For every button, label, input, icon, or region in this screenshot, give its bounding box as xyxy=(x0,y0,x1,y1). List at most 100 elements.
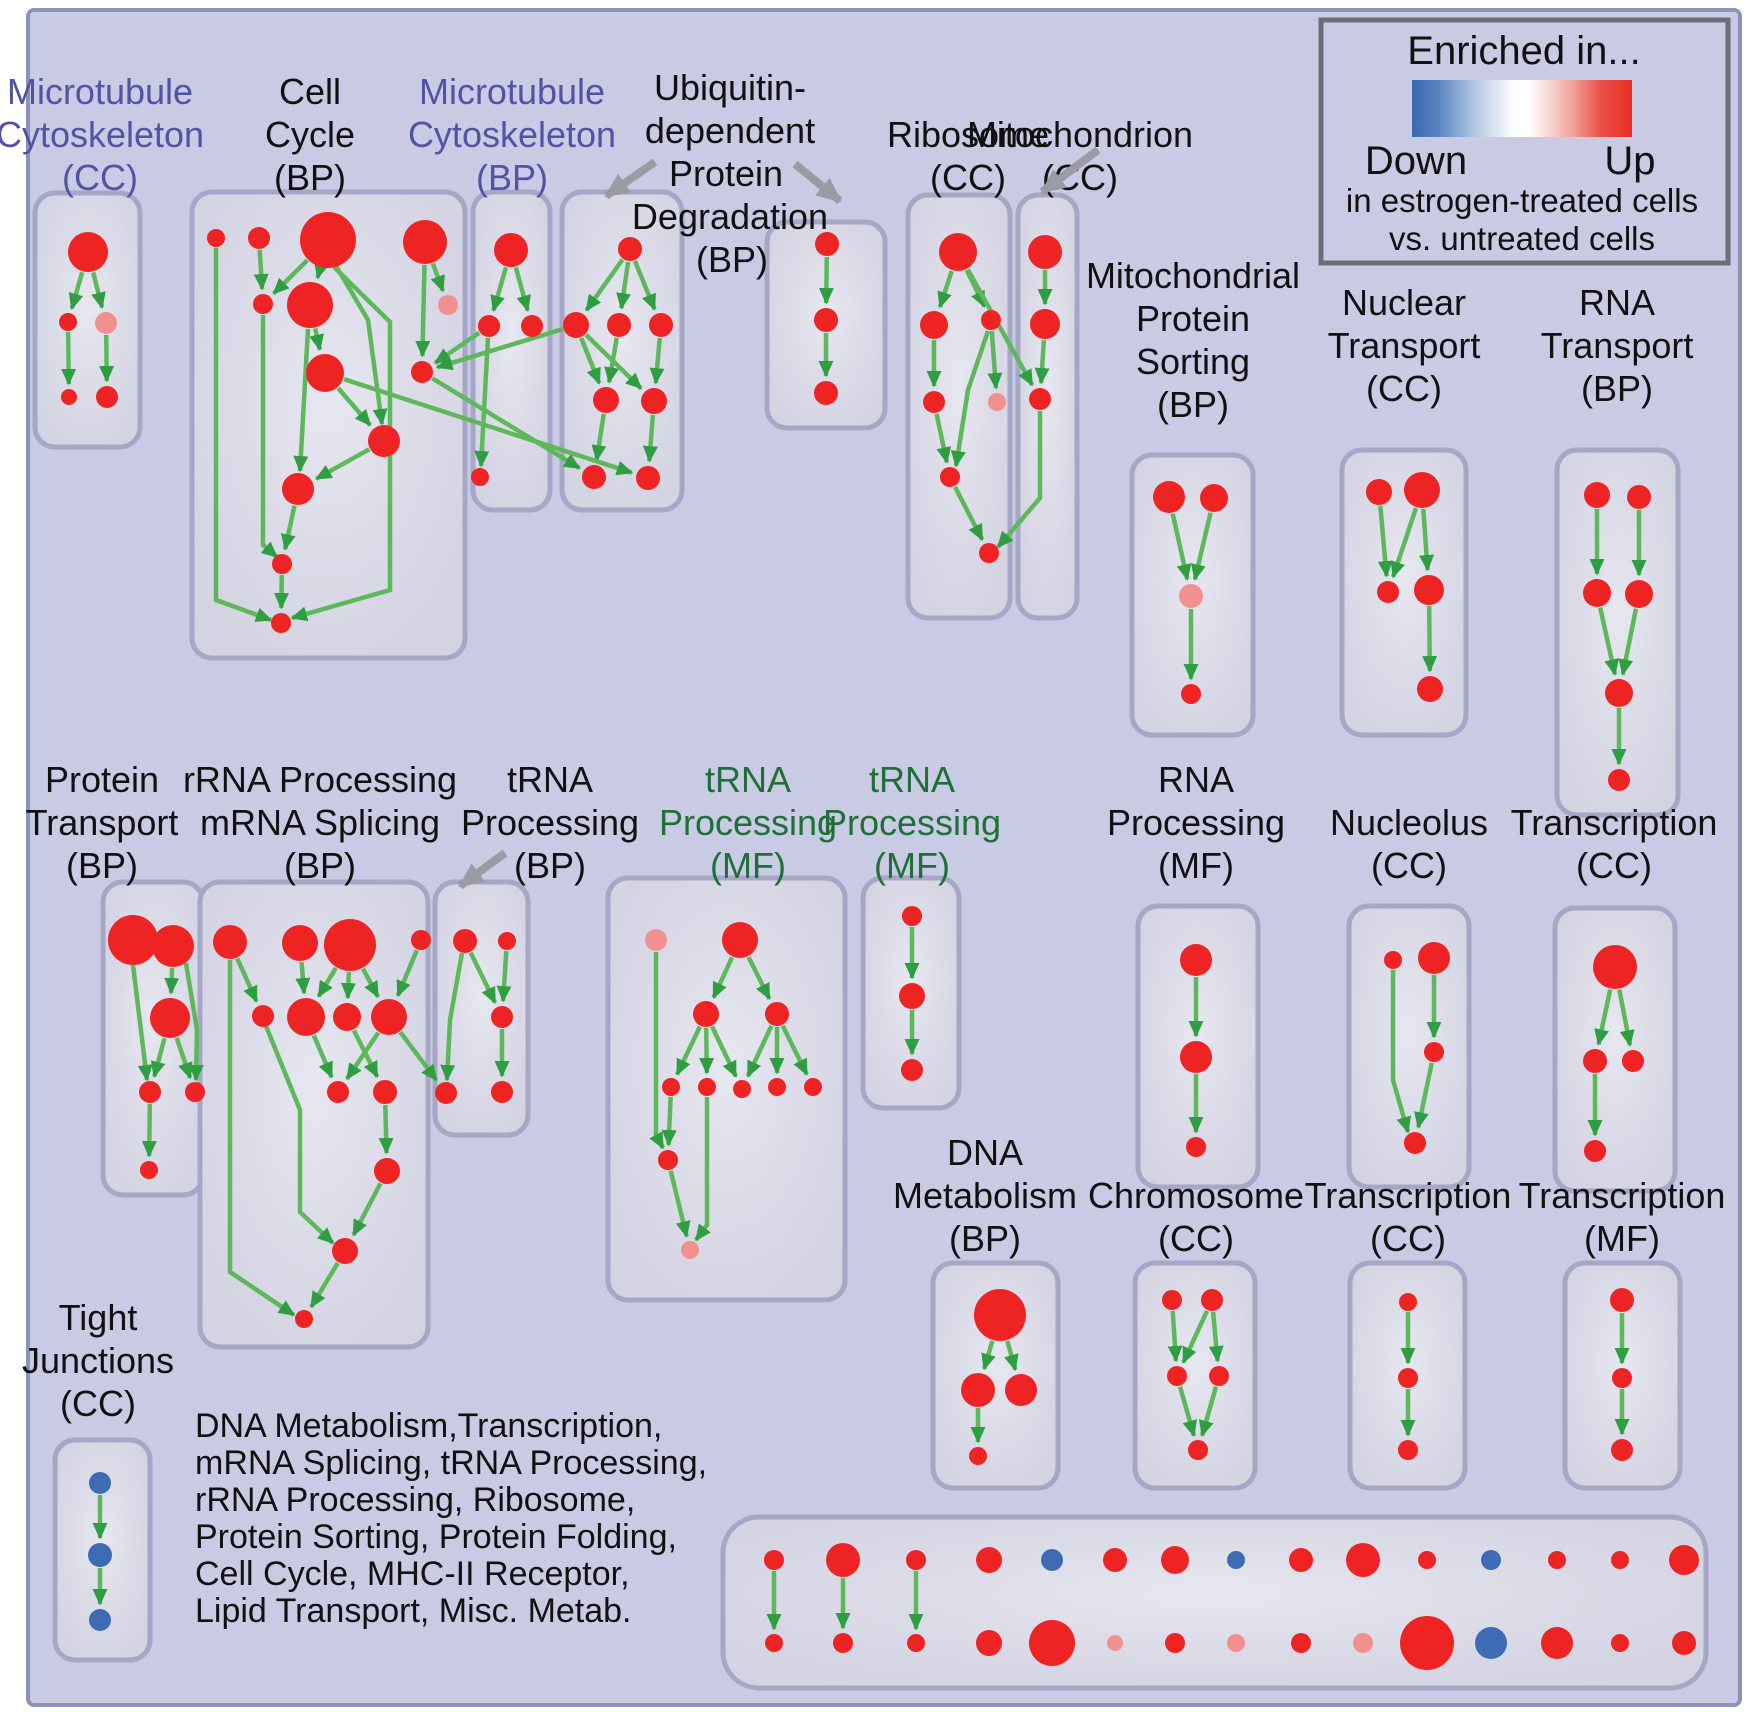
cluster-box-microtubule_bp xyxy=(470,189,553,513)
node-mito_protein_sorting-s2 xyxy=(1200,484,1228,512)
node-cell_cycle-c9 xyxy=(411,361,433,383)
edge-cell_cycle-c3-c13 xyxy=(290,265,393,622)
node-trna_mf_1-g11 xyxy=(681,1241,699,1259)
node-misc-bottom-3 xyxy=(907,1634,925,1652)
legend-box xyxy=(1318,17,1731,266)
legend-subtitle-2: vs. untreated cells xyxy=(1389,220,1655,257)
cluster-label-protein_transport-line2: Transport xyxy=(26,802,179,843)
edge-rrna-to-trna-bp xyxy=(398,1030,439,1082)
ubiquitin-label-line4: Degradation xyxy=(632,196,828,237)
cluster-label-trna_mf_2-line1: tRNA xyxy=(869,759,955,800)
edge-trna_bp-t1-t3 xyxy=(468,951,498,1004)
node-dna_metabolism-d1 xyxy=(974,1289,1026,1341)
cluster-label-trna_mf_1-line1: tRNA xyxy=(705,759,791,800)
node-microtubule_bp-b4 xyxy=(471,468,489,486)
edge-cell_cycle-c3-c5 xyxy=(272,258,309,296)
edge-ribosome-r1-r2 xyxy=(937,270,954,309)
node-misc-bottom-15 xyxy=(1672,1631,1696,1655)
cluster-box-trna_mf_1 xyxy=(605,875,848,1303)
edge-rrna_mrna-n2-n6 xyxy=(295,961,311,995)
cluster-label-transcription_mf-line1: Transcription xyxy=(1519,1175,1726,1216)
cluster-label-nuclear_transport-line1: Nuclear xyxy=(1342,282,1466,323)
node-ubiquitin_1-u5 xyxy=(593,387,619,413)
cluster-label-chromosome-line2: (CC) xyxy=(1158,1218,1234,1259)
node-mitochondrion-m2 xyxy=(1030,309,1060,339)
cluster-label-transcription_cc_lower-line2: (CC) xyxy=(1370,1218,1446,1259)
node-ubiquitin_2-v3 xyxy=(814,381,838,405)
node-rna_transport-rt1 xyxy=(1584,482,1610,508)
edge-cell_cycle-c12-c13 xyxy=(274,574,290,610)
edge-trna_bp-t1-t4 xyxy=(440,952,465,1082)
node-misc-bottom-10 xyxy=(1353,1633,1373,1653)
cluster-label-nuclear_transport-line2: Transport xyxy=(1328,325,1481,366)
edge-cell_cycle-c4-c9 xyxy=(415,264,431,358)
cluster-label-microtubule_cc-line3: (CC) xyxy=(62,157,138,198)
edge-cell_cycle-c4-c7 xyxy=(430,262,446,293)
edge-ribosome-r3-r4 xyxy=(987,330,1003,390)
node-dna_metabolism-d4 xyxy=(969,1447,987,1465)
node-trna_mf_1-g8 xyxy=(768,1078,786,1096)
node-rrna_mrna-n6 xyxy=(287,998,325,1036)
legend-gradient-bar xyxy=(1412,80,1632,137)
arrow-to-trna-bp-box xyxy=(457,849,508,890)
node-trna_bp-t2 xyxy=(498,932,516,950)
node-protein_transport-p6 xyxy=(140,1161,158,1179)
cluster-box-nuclear_transport xyxy=(1339,447,1469,738)
node-rrna_mrna-n9 xyxy=(327,1081,349,1103)
cluster-box-dna_metabolism xyxy=(930,1260,1061,1491)
node-ribosome-r6 xyxy=(940,467,960,487)
cluster-box-bottom-misc xyxy=(720,1514,1709,1691)
node-ribosome-r4 xyxy=(988,393,1006,411)
cluster-label-nucleolus-line2: (CC) xyxy=(1371,845,1447,886)
edge-nucleolus-o1-o4 xyxy=(1390,970,1412,1134)
node-rrna_mrna-n13 xyxy=(374,1158,400,1184)
node-misc-top-12 xyxy=(1481,1550,1501,1570)
edge-rrna_mrna-n13-n14 xyxy=(351,1182,383,1237)
edge-trna_mf_1-g3-g5 xyxy=(675,1025,702,1076)
node-cell_cycle-c13 xyxy=(271,613,291,633)
cluster-label-trna_bp-line3: (BP) xyxy=(514,845,586,886)
node-mito_protein_sorting-s3 xyxy=(1179,584,1203,608)
cluster-label-rna_processing_mf-line2: Processing xyxy=(1107,802,1285,843)
node-mito_protein_sorting-s1 xyxy=(1153,481,1185,513)
edge-chromosome-h3-h5 xyxy=(1177,1385,1198,1438)
cluster-label-rna_transport-line3: (BP) xyxy=(1581,368,1653,409)
node-misc-bottom-8 xyxy=(1227,1634,1245,1652)
edge-ribosome-r6-r7 xyxy=(952,485,985,542)
node-transcription_cc_upper-x3 xyxy=(1622,1050,1644,1072)
node-protein_transport-p5 xyxy=(185,1082,205,1102)
node-ubiquitin_1-u7 xyxy=(582,465,606,489)
node-transcription_cc_lower-y3 xyxy=(1398,1440,1418,1460)
node-tight_junctions-j1 xyxy=(89,1472,111,1494)
legend-title: Enriched in... xyxy=(1407,29,1640,73)
edge-dna_metabolism-d1-d3 xyxy=(1004,1340,1019,1372)
misc-clusters-text-line6: Lipid Transport, Misc. Metab. xyxy=(195,1592,632,1630)
edge-microtubule_bp-b1-b2 xyxy=(490,266,509,313)
node-dna_metabolism-d2 xyxy=(961,1373,995,1407)
node-ribosome-r3 xyxy=(981,310,1001,330)
cluster-label-cell_cycle-line1: Cell xyxy=(279,71,341,112)
ubiquitin-label-line2: dependent xyxy=(645,110,815,151)
node-cell_cycle-c5 xyxy=(253,294,273,314)
node-trna_mf_1-g5 xyxy=(662,1078,680,1096)
edge-rrna_mrna-n6-n9 xyxy=(311,1034,334,1079)
node-nuclear_transport-nt3 xyxy=(1377,581,1399,603)
node-misc-top-5 xyxy=(1041,1549,1063,1571)
node-ubiquitin_2-v1 xyxy=(815,232,839,256)
node-misc-bottom-2 xyxy=(833,1633,853,1653)
cluster-label-microtubule_bp-line2: Cytoskeleton xyxy=(408,114,616,155)
node-rrna_mrna-n3 xyxy=(324,919,376,971)
cluster-label-mito_protein_sorting-line2: Protein xyxy=(1136,298,1250,339)
node-misc-bottom-5 xyxy=(1029,1620,1075,1666)
node-trna_mf_1-g2 xyxy=(722,922,758,958)
legend-up-label: Up xyxy=(1604,139,1655,183)
node-misc-top-6 xyxy=(1103,1548,1127,1572)
node-cell_cycle-c8 xyxy=(306,354,344,392)
cluster-label-ribosome-line2: (CC) xyxy=(930,157,1006,198)
edge-ribosome-r5-r6 xyxy=(934,413,952,464)
node-misc-top-2 xyxy=(826,1543,860,1577)
cluster-label-rrna_mrna-line3: (BP) xyxy=(284,845,356,886)
node-mitochondrion-m3 xyxy=(1029,388,1051,410)
node-misc-top-3 xyxy=(906,1550,926,1570)
cluster-label-trna_mf_2-line3: (MF) xyxy=(874,845,950,886)
